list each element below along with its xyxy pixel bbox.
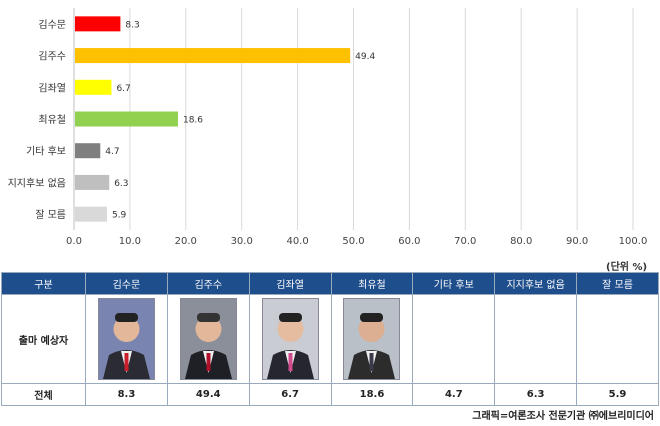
x-tick-label: 20.0 (175, 236, 197, 247)
x-tick-label: 0.0 (66, 236, 82, 247)
data-label: 4.7 (105, 147, 119, 157)
x-tick-label: 10.0 (119, 236, 141, 247)
category-label: 최유철 (38, 114, 66, 126)
unit-label: (단위 %) (606, 262, 648, 273)
bar (75, 111, 178, 127)
bar (75, 174, 110, 190)
column-header: 김주수 (166, 272, 250, 295)
photo-cell (248, 294, 332, 384)
column-header: 김좌열 (248, 272, 332, 295)
total-value: 49.4 (166, 383, 250, 406)
bar (75, 206, 107, 222)
candidate-photo (97, 298, 155, 380)
x-tick-label: 60.0 (398, 236, 420, 247)
candidate-photo (261, 298, 319, 380)
category-label: 기타 후보 (26, 146, 66, 158)
data-label: 6.3 (114, 179, 128, 189)
empty-photo-cell (576, 294, 659, 384)
category-label: 김주수 (38, 51, 66, 63)
empty-photo-cell (412, 294, 496, 384)
total-label: 전체 (1, 383, 86, 406)
data-label: 6.7 (116, 84, 130, 94)
category-label: 지지후보 없음 (8, 176, 66, 189)
data-label: 18.6 (183, 116, 203, 126)
x-tick-label: 80.0 (510, 236, 532, 247)
x-tick-label: 50.0 (342, 236, 364, 247)
photo-cell (85, 294, 168, 384)
photo-cell (166, 294, 250, 384)
x-tick-label: 40.0 (286, 236, 308, 247)
results-table: 구분 김수문 김주수 김좌열 최유철 기타 후보 지지후보 없음 잘 모름 출마… (1, 272, 659, 406)
source-credit: 그래픽=여론조사 전문기관 ㈜에브리미디어 (472, 411, 654, 422)
candidate-photo (343, 298, 401, 380)
category-label: 잘 모름 (35, 209, 66, 221)
data-label: 49.4 (355, 52, 375, 62)
bar (75, 48, 351, 64)
data-label: 8.3 (125, 20, 139, 30)
empty-photo-cell (494, 294, 578, 384)
category-label: 김수문 (38, 19, 66, 31)
total-value: 6.3 (494, 383, 578, 406)
totals-row: 전체 8.3 49.4 6.7 18.6 4.7 6.3 5.9 (1, 383, 659, 406)
column-header: 기타 후보 (412, 272, 496, 295)
header-label: 구분 (1, 272, 86, 295)
x-tick-label: 90.0 (566, 236, 588, 247)
table-header-row: 구분 김수문 김주수 김좌열 최유철 기타 후보 지지후보 없음 잘 모름 (1, 272, 659, 295)
x-tick-label: 70.0 (454, 236, 476, 247)
total-value: 18.6 (330, 383, 414, 406)
category-label: 김좌열 (38, 82, 66, 94)
bar-chart: 0.0 10.0 20.0 30.0 40.0 50.0 60.0 70.0 80.0 90.0 1… (8, 8, 648, 247)
total-value: 6.7 (248, 383, 332, 406)
bar (75, 143, 101, 159)
column-header: 김수문 (85, 272, 168, 295)
x-tick-label: 30.0 (231, 236, 253, 247)
total-value: 8.3 (85, 383, 168, 406)
candidates-label: 출마 예상자 (1, 294, 86, 384)
column-header: 잘 모름 (576, 272, 659, 295)
x-tick-label: 100.0 (619, 236, 648, 247)
candidates-photo-row: 출마 예상자 (1, 294, 659, 384)
column-header: 최유철 (330, 272, 414, 295)
candidate-photo (179, 298, 237, 380)
total-value: 4.7 (412, 383, 496, 406)
bar (75, 79, 112, 95)
bar (75, 16, 121, 32)
total-value: 5.9 (576, 383, 659, 406)
data-label: 5.9 (112, 211, 127, 221)
column-header: 지지후보 없음 (494, 272, 578, 295)
photo-cell (330, 294, 414, 384)
